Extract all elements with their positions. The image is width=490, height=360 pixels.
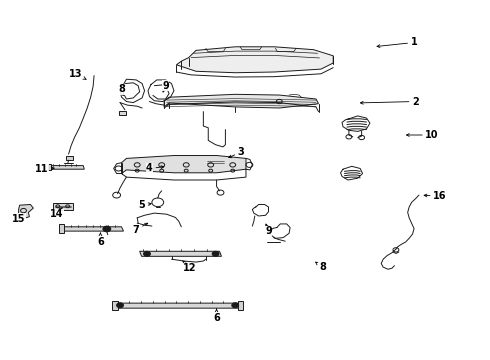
Text: 15: 15 [12, 213, 25, 224]
Text: 11: 11 [35, 164, 54, 174]
Polygon shape [112, 301, 118, 310]
Text: 4: 4 [146, 163, 164, 174]
Text: 7: 7 [133, 223, 147, 235]
Text: 8: 8 [118, 84, 125, 96]
Text: 8: 8 [316, 262, 326, 272]
Circle shape [103, 226, 111, 232]
Polygon shape [176, 47, 333, 73]
Text: 13: 13 [69, 69, 86, 79]
Circle shape [212, 251, 219, 256]
Polygon shape [59, 224, 64, 233]
Polygon shape [115, 303, 240, 308]
Polygon shape [164, 94, 318, 108]
Text: 1: 1 [377, 37, 417, 48]
Text: 3: 3 [229, 147, 245, 158]
Circle shape [144, 251, 150, 256]
Text: 6: 6 [97, 233, 104, 247]
Polygon shape [50, 166, 84, 169]
Polygon shape [122, 156, 246, 174]
Text: 6: 6 [213, 309, 220, 323]
Text: 14: 14 [49, 208, 63, 219]
Text: 5: 5 [139, 200, 151, 210]
Polygon shape [140, 251, 221, 256]
Text: 10: 10 [407, 130, 439, 140]
Polygon shape [19, 204, 33, 219]
Polygon shape [238, 301, 243, 310]
Polygon shape [61, 227, 123, 231]
Text: 12: 12 [183, 261, 197, 273]
Polygon shape [66, 156, 73, 160]
Text: 9: 9 [265, 224, 272, 236]
Circle shape [117, 303, 123, 308]
Polygon shape [119, 111, 126, 115]
Circle shape [232, 303, 239, 308]
Text: 16: 16 [424, 191, 447, 201]
Polygon shape [205, 159, 226, 165]
Text: 9: 9 [162, 81, 169, 92]
Polygon shape [53, 203, 73, 210]
Text: 2: 2 [361, 96, 419, 107]
Polygon shape [48, 164, 51, 170]
